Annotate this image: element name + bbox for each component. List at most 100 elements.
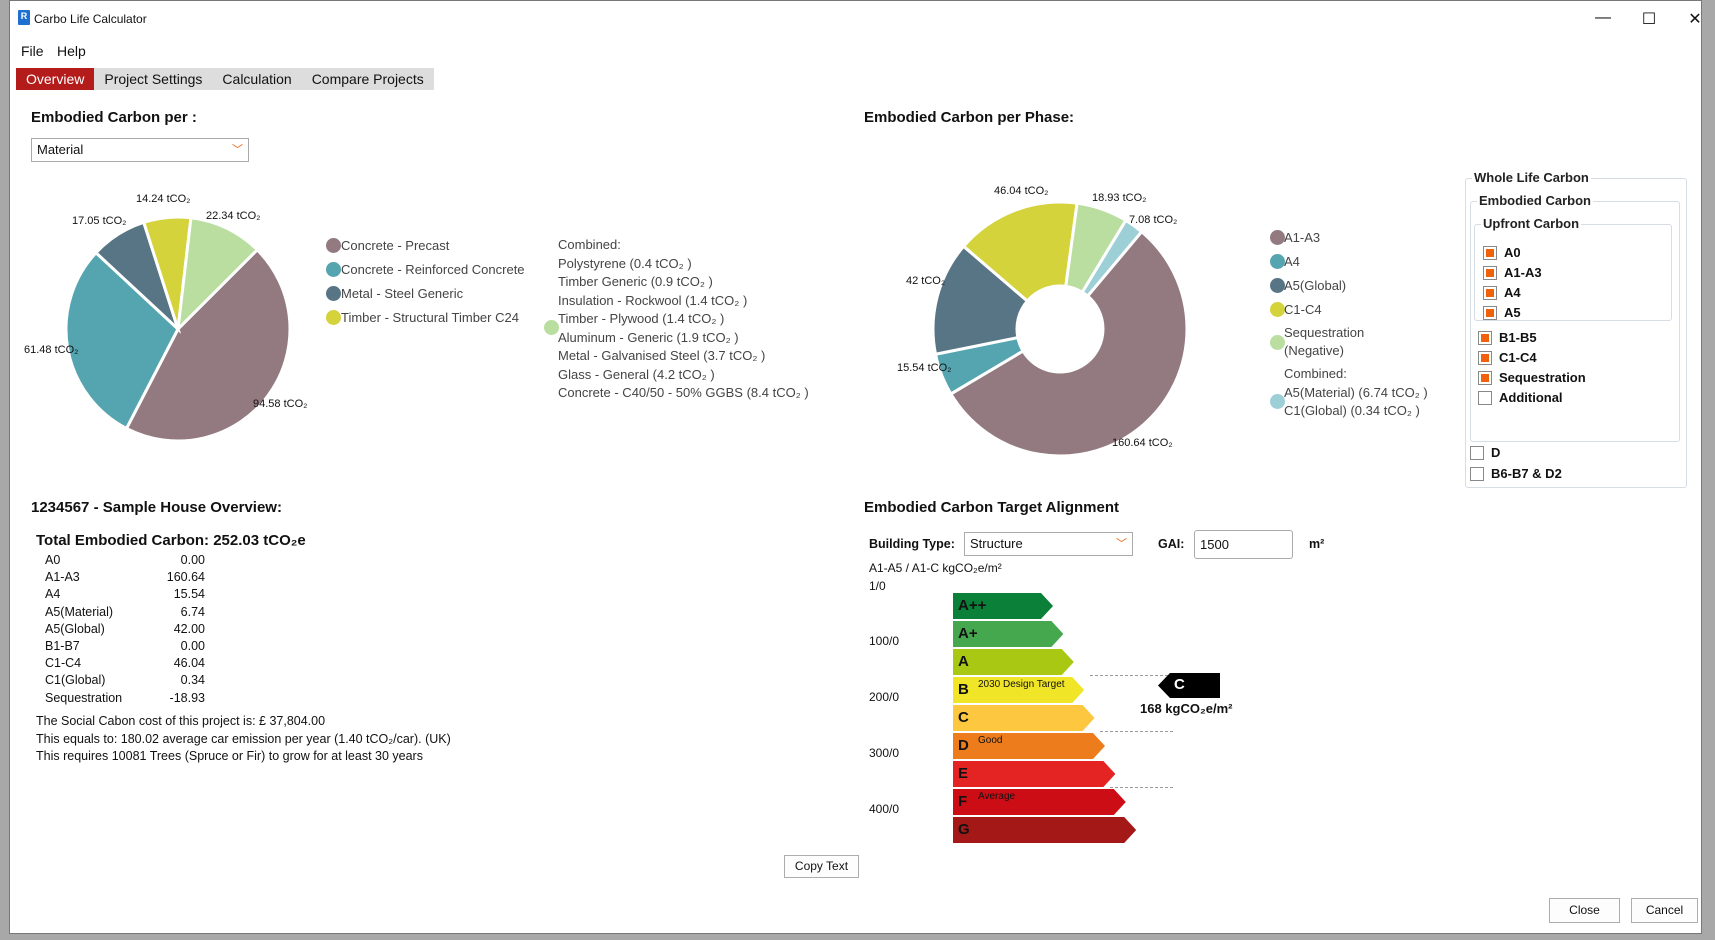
minimize-button[interactable]: —	[1595, 9, 1611, 26]
result-value: 168 kgCO₂e/m²	[1140, 701, 1233, 716]
checkbox-b6-b7-d2[interactable]	[1470, 467, 1484, 481]
checkbox-d[interactable]	[1470, 446, 1484, 460]
phase-value: 160.64	[166, 570, 205, 585]
gai-input[interactable]: 1500	[1194, 530, 1293, 559]
material-pie-slice-4	[176, 216, 260, 334]
maximize-button[interactable]: ☐	[1641, 11, 1657, 28]
combined-item: Timber - Plywood (1.4 tCO₂ )	[558, 311, 725, 326]
phase-name: A0	[45, 553, 61, 567]
legend-item: A4	[1284, 254, 1300, 269]
band-label: C	[958, 709, 969, 726]
checkbox-label: B6-B7 & D2	[1491, 466, 1562, 481]
target-line	[1100, 731, 1173, 732]
phase-value: 46.04	[173, 656, 205, 671]
combined-item: Metal - Galvanised Steel (3.7 tCO₂ )	[558, 348, 766, 363]
pie1-label-reinforced: 61.48 tCO₂	[24, 344, 79, 356]
phase-name: A4	[45, 587, 61, 602]
summary-row: A5(Global) 42.00	[45, 622, 205, 639]
checkbox-label: Sequestration	[1499, 370, 1586, 385]
copy-text-button[interactable]: Copy Text	[784, 855, 859, 878]
embodied-carbon-group: Embodied Carbon	[1470, 193, 1680, 442]
tab-overview[interactable]: Overview	[16, 68, 95, 90]
pie1-label-timber: 14.24 tCO₂	[136, 193, 191, 205]
phase-donut-slice-2	[931, 244, 1030, 357]
phase-donut-slice-3	[961, 200, 1079, 304]
phase-name: A5(Material)	[45, 604, 114, 619]
checkbox-a4[interactable]	[1483, 286, 1497, 300]
checkbox-label: A0	[1504, 245, 1521, 260]
legend-dot	[326, 286, 341, 301]
summary-row: A0 0.00	[45, 553, 205, 570]
legend-dot-combined	[544, 320, 559, 335]
legend-dot	[1270, 302, 1285, 317]
summary-row: A1-A3 160.64	[45, 570, 205, 587]
pie2-label-sequestration: 18.93 tCO₂	[1092, 192, 1147, 204]
legend-dot	[326, 262, 341, 277]
group-by-select[interactable]: Material ﹀	[31, 138, 249, 162]
rating-band-e: E	[953, 761, 1116, 787]
close-button[interactable]: Close	[1549, 898, 1620, 923]
pie2-label-a1a3: 160.64 tCO₂	[1112, 437, 1173, 449]
legend-item: C1(Global) (0.34 tCO₂ )	[1284, 403, 1420, 418]
combined-item: Concrete - C40/50 - 50% GGBS (8.4 tCO₂ )	[558, 385, 809, 400]
phase-value: 42.00	[173, 621, 205, 636]
checkbox-sequestration[interactable]	[1478, 371, 1492, 385]
window-title: Carbo Life Calculator	[34, 12, 147, 26]
phase-name: Sequestration	[45, 690, 123, 705]
pie1-label-steel: 17.05 tCO₂	[72, 215, 127, 227]
legend-dot	[1270, 230, 1285, 245]
checkbox-b1-b5[interactable]	[1478, 331, 1492, 345]
checkbox-additional[interactable]	[1478, 391, 1492, 405]
axis-tick: 300/0	[869, 746, 900, 760]
tab-calculation[interactable]: Calculation	[222, 71, 292, 87]
app-icon: R	[18, 10, 30, 25]
rating-band-b: B 2030 Design Target	[953, 677, 1085, 703]
cancel-button[interactable]: Cancel	[1631, 898, 1698, 923]
combined-item: Insulation - Rockwool (1.4 tCO₂ )	[558, 292, 748, 308]
legend-item: Concrete - Precast	[341, 238, 450, 253]
checkbox-a0[interactable]	[1483, 246, 1497, 260]
tab-compare-projects[interactable]: Compare Projects	[311, 71, 424, 87]
phase-donut-slice-0	[948, 229, 1189, 458]
rating-band-f: F Average	[953, 789, 1126, 815]
band-label: F	[958, 793, 968, 810]
building-type-label: Building Type:	[869, 537, 955, 551]
legend-item: Timber - Structural Timber C24	[341, 310, 519, 325]
band-note: 2030 Design Target	[978, 679, 1065, 690]
phase-heading: Embodied Carbon per Phase:	[864, 109, 1075, 126]
group-title: Whole Life Carbon	[1472, 170, 1591, 186]
chevron-down-icon: ﹀	[1116, 538, 1127, 550]
summary-row: C1-C4 46.04	[45, 656, 205, 673]
menu-file[interactable]: File	[21, 43, 44, 59]
rating-band-a: A	[953, 649, 1074, 675]
rating-band-d: D Good	[953, 733, 1105, 759]
phase-donut-slice-5	[1080, 218, 1144, 299]
legend-item: C1-C4	[1284, 302, 1322, 317]
material-heading: Embodied Carbon per :	[31, 109, 197, 126]
legend-item: A5(Material) (6.74 tCO₂ )	[1284, 385, 1428, 400]
app-window: R Carbo Life Calculator — ☐ ✕ File Help …	[9, 0, 1702, 934]
checkbox-a1-a3[interactable]	[1483, 266, 1497, 280]
group-title: Embodied Carbon	[1477, 193, 1593, 209]
rating-band-aplusplus: A++	[953, 593, 1053, 619]
close-window-button[interactable]: ✕	[1688, 11, 1702, 28]
combined-item: Timber Generic (0.9 tCO₂ )	[558, 274, 713, 289]
tab-bar: Overview Project Settings Calculation Co…	[16, 68, 434, 90]
axis-tick: 400/0	[869, 802, 900, 816]
tab-project-settings[interactable]: Project Settings	[104, 71, 203, 87]
combined-item: Combined:	[558, 237, 621, 252]
legend-item: Concrete - Reinforced Concrete	[341, 262, 525, 277]
checkbox-c1-c4[interactable]	[1478, 351, 1492, 365]
combined-item: Polystyrene (0.4 tCO₂ )	[558, 255, 692, 271]
gai-label: GAI:	[1158, 537, 1185, 551]
checkbox-label: A1-A3	[1504, 265, 1542, 280]
legend-item: Metal - Steel Generic	[341, 286, 464, 301]
legend-dot	[326, 310, 341, 325]
menu-help[interactable]: Help	[57, 43, 86, 59]
pie2-label-a5global: 42 tCO₂	[906, 275, 946, 287]
band-note: Good	[978, 735, 1003, 746]
overview-note: This requires 10081 Trees (Spruce or Fir…	[36, 749, 423, 763]
building-type-select[interactable]: Structure ﹀	[964, 532, 1133, 556]
band-label: A	[958, 653, 969, 670]
checkbox-a5[interactable]	[1483, 306, 1497, 320]
